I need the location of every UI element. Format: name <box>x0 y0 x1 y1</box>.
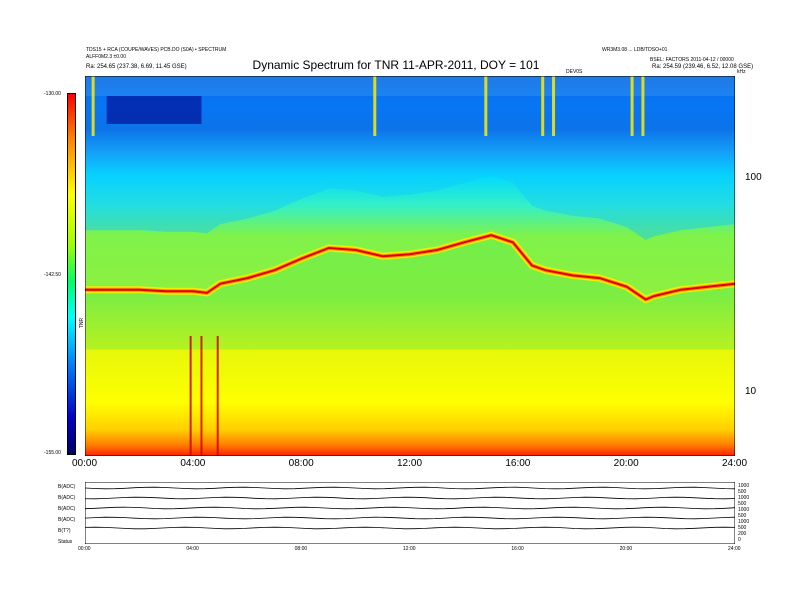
bottom-row-label: B(ADC) <box>58 495 76 501</box>
header-left-line2: ALFF0M2.3 ±0.00 <box>86 54 126 60</box>
colorbar <box>67 93 76 455</box>
bottom-right-label: 200 <box>738 531 747 537</box>
bottom-right-label: 1000 <box>738 495 750 501</box>
bottom-trace-2 <box>85 506 735 510</box>
dark-patch <box>106 96 202 124</box>
bottom-panel <box>85 482 735 544</box>
event-marker: DEV0S <box>566 69 583 75</box>
bottom-right-label: 1000 <box>738 483 750 489</box>
cyan-region <box>85 76 735 240</box>
header-left-line3: Ra: 254.65 (237.38, 6.69, 11.45 GSE) <box>86 64 187 70</box>
x-tick-label: 20:00 <box>613 458 639 469</box>
bottom-row-label: Status <box>58 539 73 545</box>
header-left-line1: TDS15 + RCA (COUPE/WAVES) PCB.DO (S0A) •… <box>86 47 227 53</box>
bottom-x-tick-label: 24:00 <box>728 546 741 552</box>
bottom-row-label: B(T?) <box>58 528 71 534</box>
bottom-right-label: 500 <box>738 489 747 495</box>
bottom-row-label: B(ADC) <box>58 484 76 490</box>
colorbar-tick-label: -142.50 <box>44 272 61 278</box>
chart-title: Dynamic Spectrum for TNR 11-APR-2011, DO… <box>252 58 540 72</box>
bottom-x-tick-label: 04:00 <box>186 546 199 552</box>
x-tick-label: 24:00 <box>722 458 748 469</box>
header-right-line1: WR3M3.08 ... LDB/TDSO+01 <box>602 47 668 53</box>
header-right-line2: BSEL: FACTORS 2011-04-12 / 00000 <box>650 57 734 63</box>
bottom-x-tick-label: 12:00 <box>403 546 416 552</box>
ridge-line-2 <box>85 234 735 301</box>
unit-label: kHz <box>737 69 746 75</box>
x-tick-label: 04:00 <box>180 458 206 469</box>
bottom-x-tick-label: 16:00 <box>511 546 524 552</box>
spectrogram <box>85 76 735 456</box>
colorbar-tick-label: -155.00 <box>44 450 61 456</box>
header-right-line3: Ra: 254.59 (239.46, 6.52, 12.08 GSE) <box>652 64 754 70</box>
bottom-x-tick-label: 20:00 <box>619 546 633 552</box>
bottom-right-label: 1000 <box>738 519 750 525</box>
x-tick-label: 00:00 <box>72 458 98 469</box>
bottom-right-label: 500 <box>738 513 747 519</box>
green-region <box>85 235 735 350</box>
y-tick-label: 100 <box>745 171 762 183</box>
spectrum-background <box>85 76 735 456</box>
bottom-right-label: 500 <box>738 525 747 531</box>
bottom-trace-1 <box>85 496 735 500</box>
bottom-row-label: B(ADC) <box>58 517 76 523</box>
top-band <box>85 76 735 96</box>
x-tick-label: 12:00 <box>397 458 423 469</box>
bottom-trace-3 <box>85 516 735 520</box>
bottom-x-tick-label: 00:00 <box>78 546 91 552</box>
colorbar-tick-label: -130.00 <box>44 91 61 97</box>
spectrum-features <box>85 76 735 456</box>
bottom-right-label: 1000 <box>738 507 750 513</box>
bottom-trace-0 <box>85 486 735 490</box>
bottom-right-label: 500 <box>738 501 747 507</box>
x-tick-label: 08:00 <box>288 458 314 469</box>
y-tick-label: 10 <box>745 385 757 397</box>
colorbar-label: TNR <box>79 317 86 329</box>
bottom-trace-4 <box>85 526 735 530</box>
bottom-right-label: 0 <box>738 537 741 543</box>
bottom-row-label: B(ADC) <box>58 506 76 512</box>
x-tick-label: 16:00 <box>505 458 531 469</box>
bottom-x-tick-label: 08:00 <box>294 546 308 552</box>
